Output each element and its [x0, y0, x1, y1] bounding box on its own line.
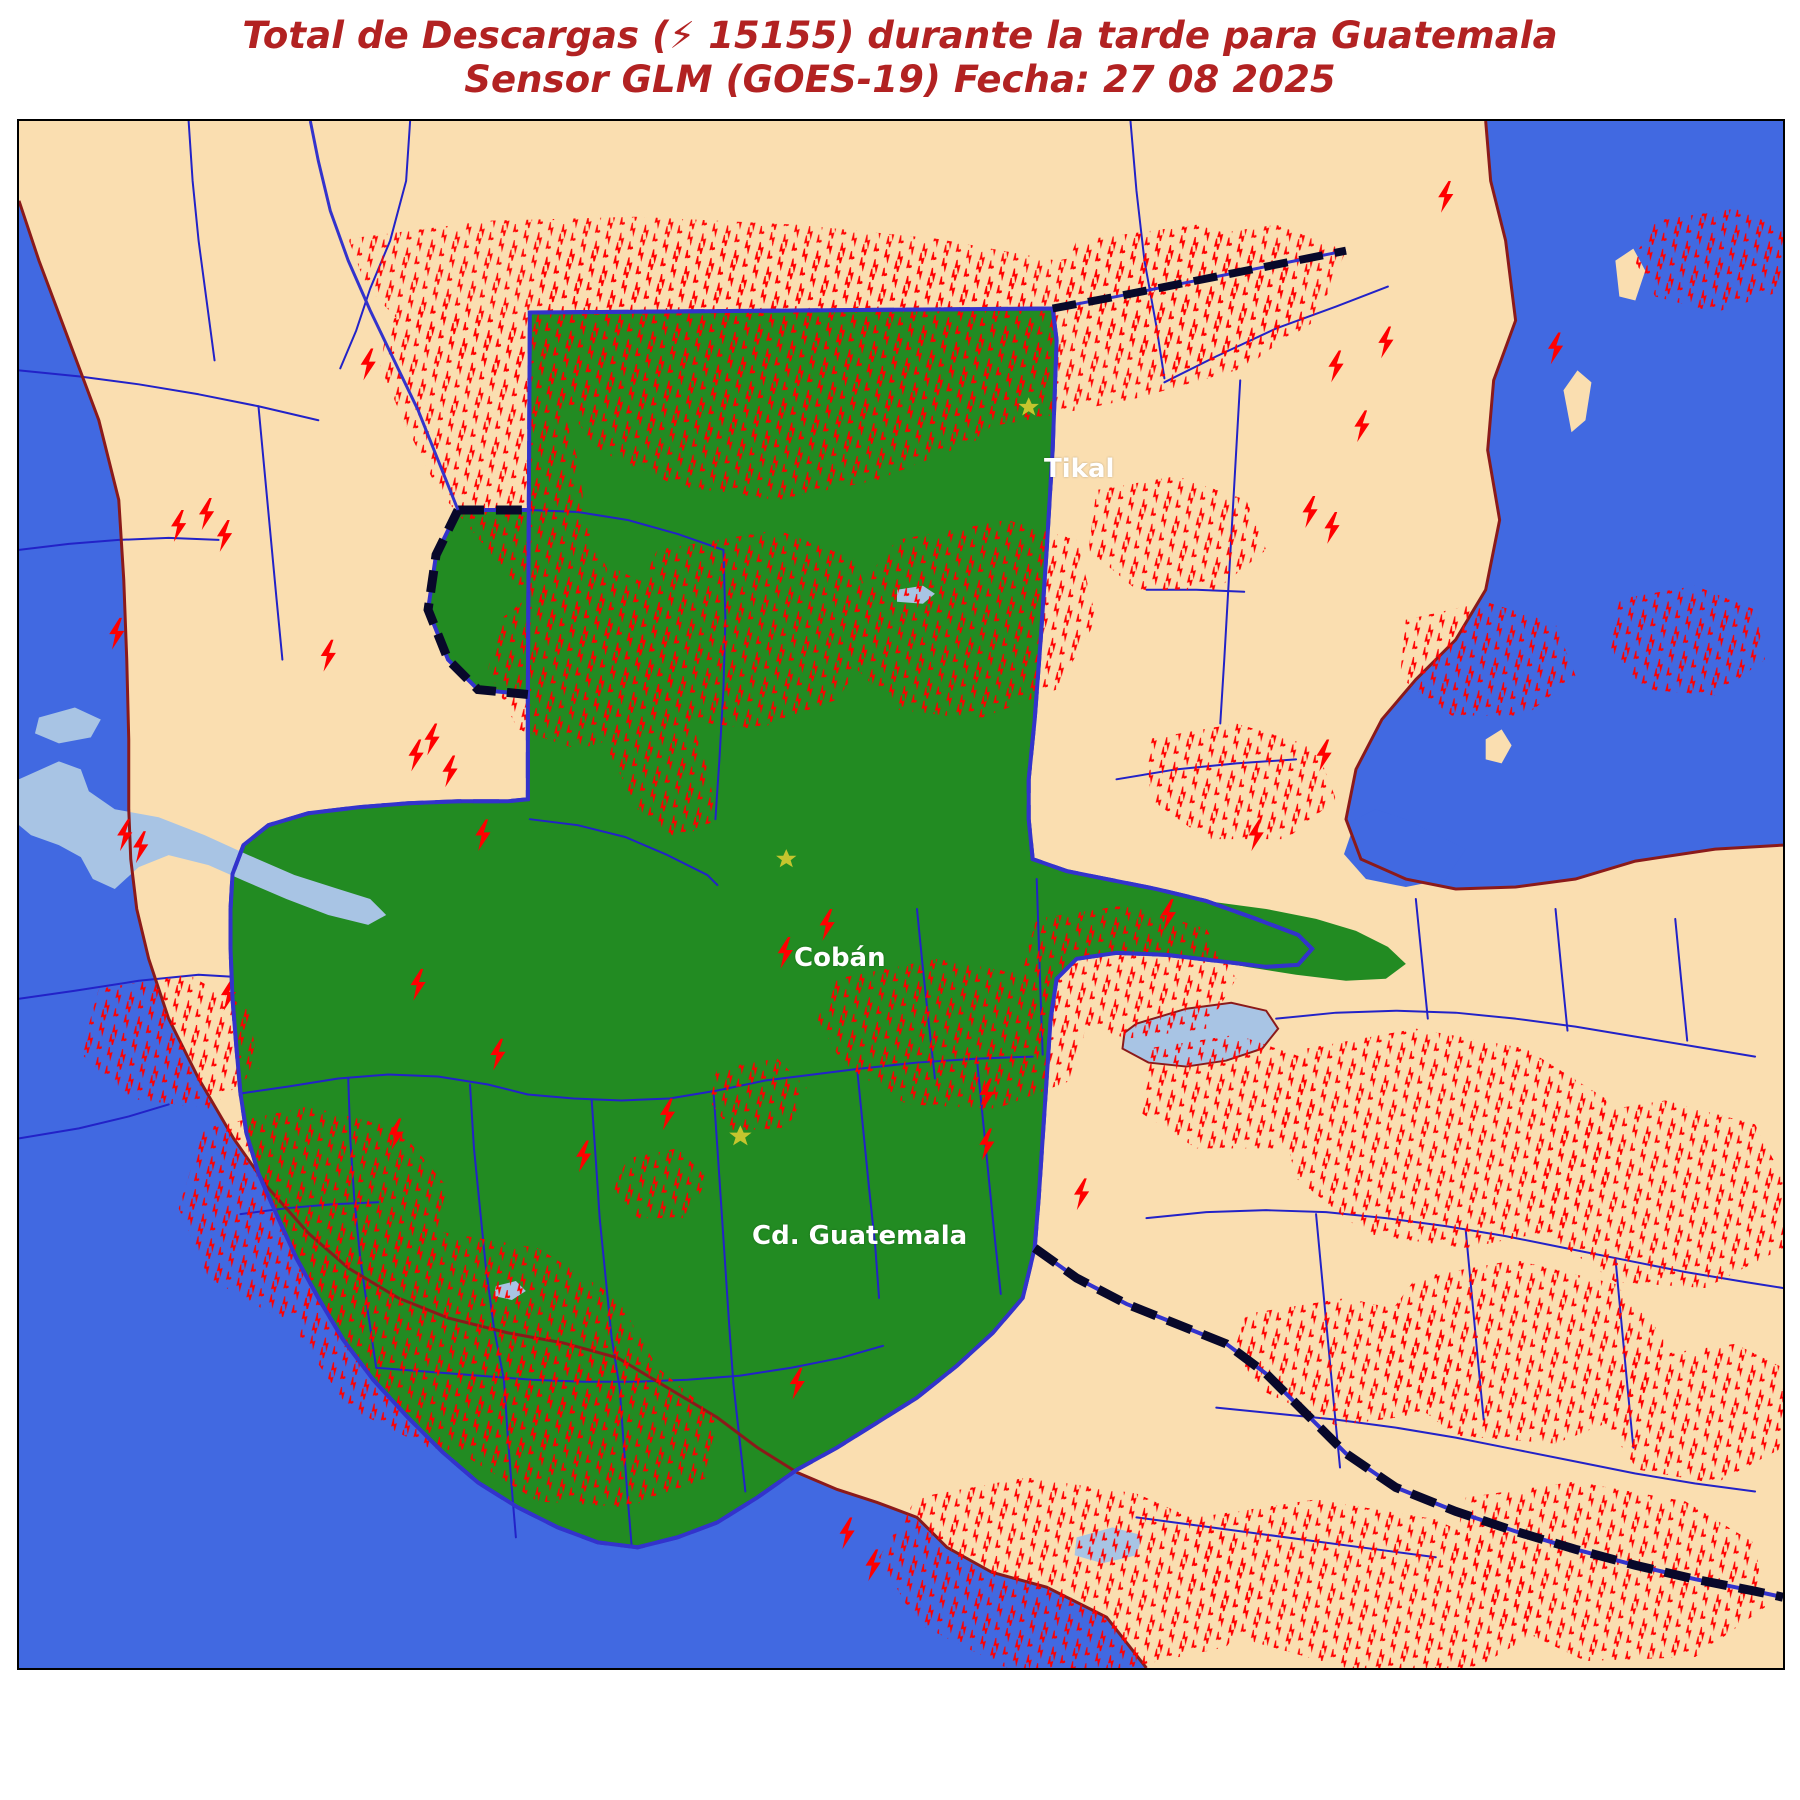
city-label-tikal: Tikal: [1044, 454, 1115, 484]
page-title: Total de Descargas (⚡ 15155) durante la …: [0, 14, 1800, 101]
city-marker-cd-guatemala: [729, 1125, 752, 1146]
lightning-strikes-layer: [80, 180, 1783, 1668]
city-markers-layer: [729, 397, 1039, 1146]
title-line-2: Sensor GLM (GOES-19) Fecha: 27 08 2025: [464, 57, 1336, 101]
title-line-1: Total de Descargas (⚡ 15155) durante la …: [242, 14, 1558, 57]
city-marker-tikal: [1018, 397, 1039, 416]
country-boundary-guatemala: [231, 121, 1783, 1602]
city-marker-coban: [776, 849, 797, 868]
city-label-coban: Cobán: [794, 943, 886, 973]
map-svg: [19, 121, 1783, 1668]
map-canvas[interactable]: Tikal Cobán Cd. Guatemala: [17, 119, 1785, 1670]
city-label-cd-guatemala: Cd. Guatemala: [752, 1221, 968, 1251]
